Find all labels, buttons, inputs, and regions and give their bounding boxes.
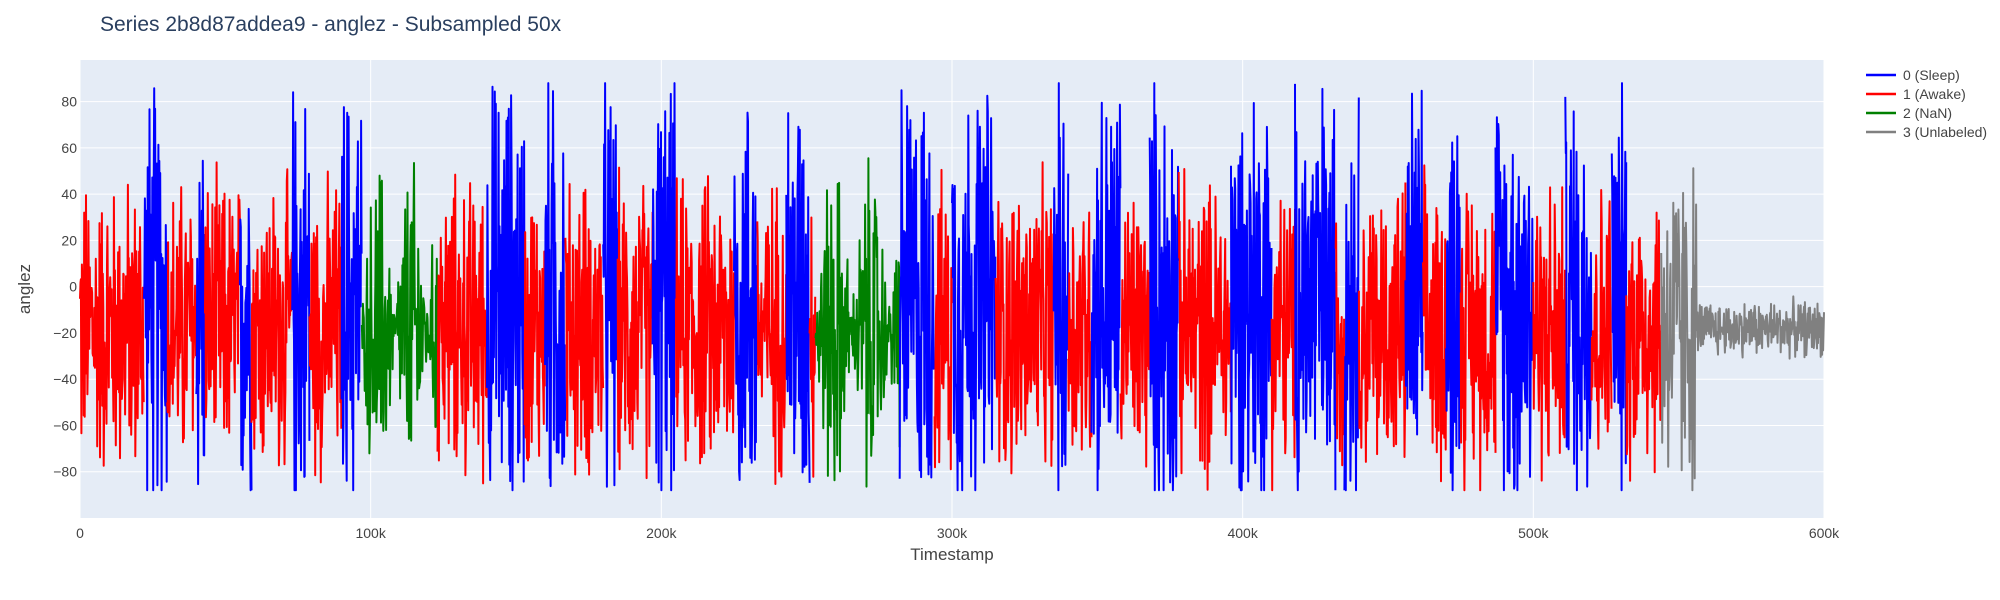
series-line-segment <box>238 207 253 492</box>
series-line-segment <box>1334 222 1346 467</box>
series-line-segment <box>1148 82 1180 492</box>
y-axis-title: anglez <box>15 264 34 314</box>
series-line-segment <box>308 170 343 484</box>
y-tick-label: 20 <box>61 232 77 248</box>
series-line-segment <box>1532 186 1566 482</box>
legend-label: 3 (Unlabeled) <box>1903 124 1987 140</box>
legend-label: 1 (Awake) <box>1903 86 1966 102</box>
series-line-segment <box>756 187 788 485</box>
y-tick-label: −60 <box>53 417 77 433</box>
series-line-segment <box>1590 189 1613 450</box>
series-line-segment <box>1177 168 1232 491</box>
legend-item[interactable]: 0 (Sleep) <box>1866 67 1960 83</box>
series-line-segment <box>814 157 901 488</box>
legend-label: 0 (Sleep) <box>1903 67 1960 83</box>
chart-title: Series 2b8d87addea9 - anglez - Subsample… <box>100 13 562 36</box>
series-line-segment <box>1610 82 1628 492</box>
x-tick-label: 400k <box>1227 525 1258 541</box>
y-tick-label: −20 <box>53 325 77 341</box>
series-line-segment <box>1230 102 1273 492</box>
legend-item[interactable]: 2 (NaN) <box>1866 105 1952 121</box>
x-tick-label: 300k <box>937 525 968 541</box>
y-tick-label: 40 <box>61 186 77 202</box>
series-line-segment <box>994 161 1055 475</box>
series-line-segment <box>898 89 936 479</box>
series-line-segment <box>1625 211 1663 482</box>
series-line-segment <box>1445 135 1462 492</box>
y-tick-label: −80 <box>53 464 77 480</box>
y-tick-label: 60 <box>61 140 77 156</box>
series-line-segment <box>436 173 488 485</box>
series-line-segment <box>166 186 197 444</box>
series-line-segment <box>1357 182 1407 463</box>
series-line-segment <box>674 175 735 465</box>
series-line-segment <box>616 166 654 480</box>
series-line-segment <box>523 216 546 462</box>
series-line-segment <box>1494 116 1535 492</box>
series-line-segment <box>1343 97 1360 492</box>
x-tick-label: 200k <box>646 525 677 541</box>
series-line-segment <box>1660 167 1825 492</box>
legend-item[interactable]: 1 (Awake) <box>1866 86 1966 102</box>
y-tick-label: 80 <box>61 94 77 110</box>
x-tick-label: 0 <box>76 525 84 541</box>
series-line-segment <box>1459 192 1497 492</box>
series-line-segment <box>1270 199 1296 492</box>
traces <box>79 82 1825 492</box>
series-line-segment <box>250 168 293 467</box>
series-line-segment <box>360 162 439 455</box>
series-line-segment <box>1421 164 1448 483</box>
legend-label: 2 (NaN) <box>1903 105 1952 121</box>
series-line-segment <box>1119 201 1151 468</box>
series-line-segment <box>1404 89 1424 436</box>
y-axis: −80 −60 −40 −20 0 20 40 60 80 <box>53 94 77 480</box>
series-line-segment <box>1564 96 1593 492</box>
series-line-segment <box>1090 101 1122 492</box>
series-line-segment <box>544 82 567 488</box>
legend-item[interactable]: 3 (Unlabeled) <box>1866 124 1987 140</box>
series-line-segment <box>933 168 953 471</box>
x-tick-label: 600k <box>1809 525 1840 541</box>
series-line-segment <box>1067 211 1093 451</box>
series-line-segment <box>733 111 759 481</box>
series-line-segment <box>79 183 145 467</box>
legend[interactable]: 0 (Sleep) 1 (Awake) 2 (NaN) 3 (Unlabeled) <box>1866 67 1987 140</box>
x-tick-label: 100k <box>355 525 386 541</box>
series-line-segment <box>785 112 811 483</box>
series-line-segment <box>142 87 169 492</box>
series-line-segment <box>951 94 997 492</box>
series-line-segment <box>485 85 526 492</box>
x-axis: 0 100k 200k 300k 400k 500k 600k <box>76 525 1840 541</box>
y-tick-label: −40 <box>53 371 77 387</box>
series-line-segment <box>808 216 817 478</box>
series-line-segment <box>1052 82 1070 492</box>
series-line-segment <box>564 183 605 476</box>
x-tick-label: 500k <box>1518 525 1549 541</box>
y-tick-label: 0 <box>69 279 77 295</box>
series-line-segment <box>1294 83 1337 492</box>
x-axis-title: Timestamp <box>910 545 993 564</box>
series-line-segment <box>340 106 363 492</box>
series-line-segment <box>651 82 677 492</box>
series-line-segment <box>204 161 241 434</box>
series-line-segment <box>602 82 619 488</box>
series-line-segment <box>291 91 311 492</box>
series-line-segment <box>195 159 206 486</box>
